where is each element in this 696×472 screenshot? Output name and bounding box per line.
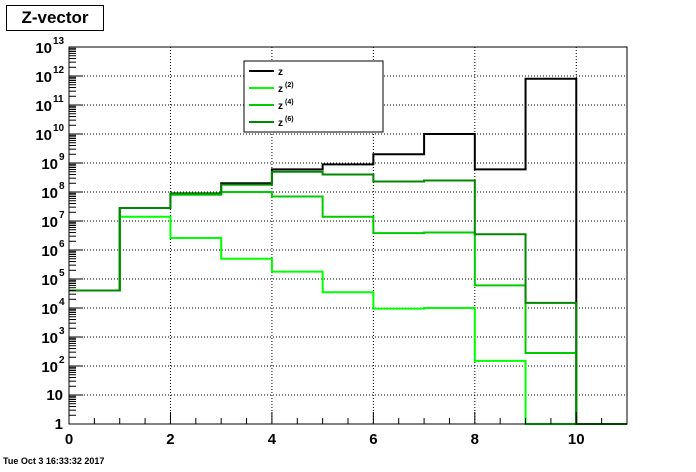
y-tick-label-base: 10 <box>41 156 58 173</box>
x-tick-label: 10 <box>568 431 585 448</box>
legend: zz (2)z (4)z (6) <box>243 60 384 133</box>
y-tick-label-exp: 2 <box>59 355 65 366</box>
y-tick-label-base: 10 <box>35 127 52 144</box>
y-tick-label-exp: 9 <box>59 152 65 163</box>
timestamp-footer: Tue Oct 3 16:33:32 2017 <box>3 456 105 466</box>
legend-entry: z <box>249 67 283 78</box>
x-axis: 0 2 4 6 8 10 <box>65 412 628 448</box>
y-tick-label: 10 7 <box>41 210 65 231</box>
y-tick-label-base: 10 <box>41 330 58 347</box>
y-tick-label-exp: 10 <box>53 123 65 134</box>
y-tick-label-exp: 8 <box>59 181 65 192</box>
y-tick-label-text: 10 <box>46 387 63 404</box>
y-tick-label-exp: 12 <box>53 65 65 76</box>
legend-label: z <box>278 118 283 129</box>
y-tick-label-exp: 13 <box>53 36 65 47</box>
y-tick-label: 10 5 <box>41 268 65 289</box>
y-tick-label-base: 10 <box>41 359 58 376</box>
y-tick-label-base: 10 <box>41 214 58 231</box>
y-tick-label: 10 6 <box>41 239 65 260</box>
y-tick-label-exp: 7 <box>59 210 65 221</box>
y-tick-label: 10 10 <box>35 123 64 144</box>
y-tick-label-exp: 5 <box>59 268 65 279</box>
y-tick-label-exp: 4 <box>59 297 65 308</box>
legend-label-sup: (2) <box>285 82 294 89</box>
y-tick-label: 10 2 <box>41 355 65 376</box>
legend-label: z <box>278 101 283 112</box>
y-tick-label-exp: 11 <box>53 94 64 105</box>
y-tick-label: 10 8 <box>41 181 65 202</box>
y-tick-label-base: 10 <box>41 185 58 202</box>
x-tick-label: 0 <box>65 431 73 448</box>
x-tick-label: 4 <box>268 431 277 448</box>
legend-label: z <box>278 67 283 78</box>
legend-label: z <box>278 84 283 95</box>
legend-entry: z (4) <box>249 99 294 112</box>
legend-label-sup: (6) <box>285 116 294 123</box>
x-tick-label: 2 <box>166 431 174 448</box>
x-tick-label: 6 <box>369 431 377 448</box>
y-tick-label: 10 <box>46 387 63 404</box>
y-tick-label-base: 10 <box>41 243 58 260</box>
y-tick-label: 10 9 <box>41 152 65 173</box>
y-tick-label-base: 10 <box>35 69 52 86</box>
chart-title: Z-vector <box>6 5 104 31</box>
y-tick-label: 10 3 <box>41 326 65 347</box>
y-tick-label: 10 12 <box>35 65 64 86</box>
y-tick-label-exp: 3 <box>59 326 65 337</box>
y-tick-label-base: 10 <box>35 40 52 57</box>
series-line-3 <box>69 170 627 425</box>
y-tick-label-base: 10 <box>41 272 58 289</box>
legend-label-sup: (4) <box>285 99 294 106</box>
y-tick-label-base: 10 <box>41 301 58 318</box>
series-line-1 <box>69 215 627 425</box>
y-tick-label-exp: 6 <box>59 239 65 250</box>
legend-entry: z (6) <box>249 116 294 129</box>
y-tick-label: 1 <box>55 416 63 433</box>
y-tick-label: 10 11 <box>35 94 64 115</box>
y-tick-label-base: 10 <box>35 98 52 115</box>
y-tick-label: 10 4 <box>41 297 65 318</box>
legend-box <box>243 60 384 133</box>
y-tick-label-text: 1 <box>55 416 63 433</box>
y-tick-label: 10 13 <box>35 36 64 57</box>
x-tick-label: 8 <box>471 431 479 448</box>
legend-entry: z (2) <box>249 82 294 95</box>
